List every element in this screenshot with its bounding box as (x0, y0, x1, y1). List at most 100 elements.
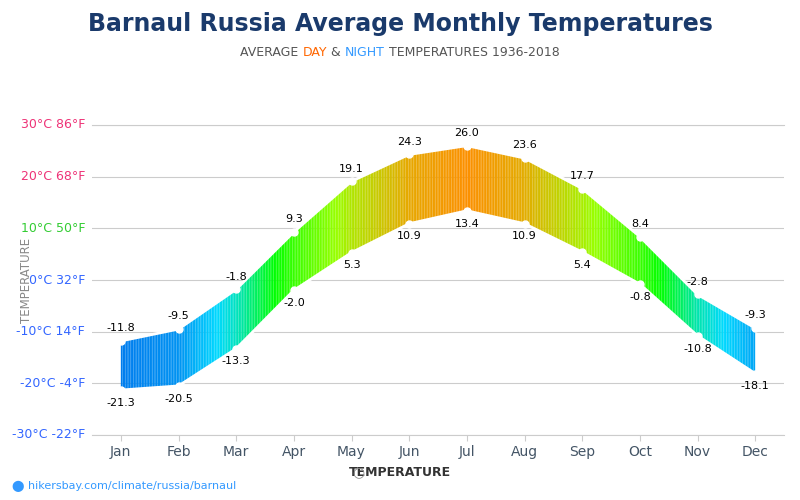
Polygon shape (282, 242, 283, 303)
Polygon shape (652, 248, 654, 296)
Polygon shape (698, 294, 699, 337)
Polygon shape (224, 296, 226, 356)
Polygon shape (294, 230, 296, 290)
Text: -0.8: -0.8 (629, 292, 650, 302)
Polygon shape (533, 162, 534, 228)
Polygon shape (367, 173, 369, 244)
Polygon shape (293, 232, 294, 292)
Polygon shape (714, 304, 715, 348)
Polygon shape (145, 336, 146, 388)
Polygon shape (288, 236, 290, 296)
Polygon shape (739, 319, 741, 364)
Polygon shape (706, 300, 707, 343)
Polygon shape (552, 172, 554, 238)
Text: -2.0: -2.0 (283, 298, 305, 308)
Polygon shape (182, 326, 183, 384)
Polygon shape (301, 224, 302, 286)
Polygon shape (536, 164, 538, 230)
Polygon shape (709, 301, 710, 344)
Polygon shape (731, 314, 733, 359)
Polygon shape (332, 197, 334, 265)
Polygon shape (206, 308, 208, 368)
Polygon shape (514, 156, 515, 222)
Polygon shape (370, 172, 372, 243)
Text: 30°C 86°F: 30°C 86°F (21, 118, 85, 132)
Polygon shape (214, 303, 216, 362)
Polygon shape (671, 268, 673, 314)
Polygon shape (458, 147, 459, 213)
Polygon shape (230, 292, 232, 352)
Polygon shape (407, 154, 409, 225)
Text: -10.8: -10.8 (683, 344, 712, 353)
Polygon shape (386, 164, 388, 235)
Polygon shape (330, 198, 332, 266)
Text: -30°C -22°F: -30°C -22°F (12, 428, 85, 442)
Polygon shape (192, 318, 194, 377)
Polygon shape (496, 152, 498, 218)
Polygon shape (485, 150, 486, 215)
Polygon shape (749, 324, 750, 370)
Polygon shape (541, 166, 542, 232)
Polygon shape (434, 150, 436, 218)
Polygon shape (399, 158, 401, 229)
Polygon shape (291, 233, 293, 294)
Polygon shape (686, 282, 687, 326)
Polygon shape (599, 203, 601, 262)
Polygon shape (185, 324, 186, 382)
Polygon shape (715, 305, 717, 348)
Polygon shape (235, 288, 237, 350)
Polygon shape (200, 313, 202, 372)
Polygon shape (655, 252, 657, 299)
Polygon shape (454, 148, 456, 214)
Polygon shape (501, 153, 502, 218)
Polygon shape (151, 334, 153, 388)
Polygon shape (474, 147, 475, 212)
Polygon shape (329, 200, 330, 268)
Polygon shape (213, 304, 214, 364)
Polygon shape (494, 152, 496, 218)
Text: -11.8: -11.8 (106, 323, 135, 333)
Polygon shape (560, 176, 562, 242)
Polygon shape (377, 169, 378, 240)
Polygon shape (319, 208, 321, 274)
Text: 10.9: 10.9 (397, 232, 422, 241)
Polygon shape (517, 156, 518, 222)
Polygon shape (531, 162, 533, 228)
Polygon shape (153, 334, 154, 388)
Polygon shape (351, 180, 353, 252)
Polygon shape (572, 184, 574, 248)
Polygon shape (211, 306, 213, 364)
Polygon shape (404, 156, 406, 226)
Polygon shape (520, 157, 522, 223)
Polygon shape (127, 340, 129, 390)
Text: 5.4: 5.4 (574, 260, 591, 270)
Polygon shape (506, 154, 507, 220)
Polygon shape (361, 176, 362, 248)
Polygon shape (170, 330, 172, 386)
Polygon shape (402, 157, 404, 227)
Polygon shape (396, 160, 398, 230)
Polygon shape (278, 246, 280, 306)
Polygon shape (615, 216, 617, 272)
Polygon shape (630, 228, 631, 280)
Text: NIGHT: NIGHT (345, 46, 385, 59)
Polygon shape (649, 246, 650, 294)
Polygon shape (622, 222, 623, 275)
Polygon shape (188, 322, 189, 380)
Polygon shape (594, 199, 596, 260)
Polygon shape (431, 151, 433, 219)
Polygon shape (148, 335, 150, 388)
Polygon shape (742, 320, 744, 366)
Polygon shape (253, 271, 254, 332)
Polygon shape (366, 174, 367, 246)
Polygon shape (574, 184, 575, 249)
Polygon shape (169, 331, 170, 386)
Polygon shape (372, 171, 374, 242)
Polygon shape (197, 315, 198, 374)
Polygon shape (538, 165, 539, 231)
Polygon shape (507, 154, 509, 220)
Polygon shape (322, 205, 324, 272)
Text: ○: ○ (352, 466, 365, 479)
Polygon shape (306, 220, 307, 283)
Polygon shape (362, 176, 364, 247)
